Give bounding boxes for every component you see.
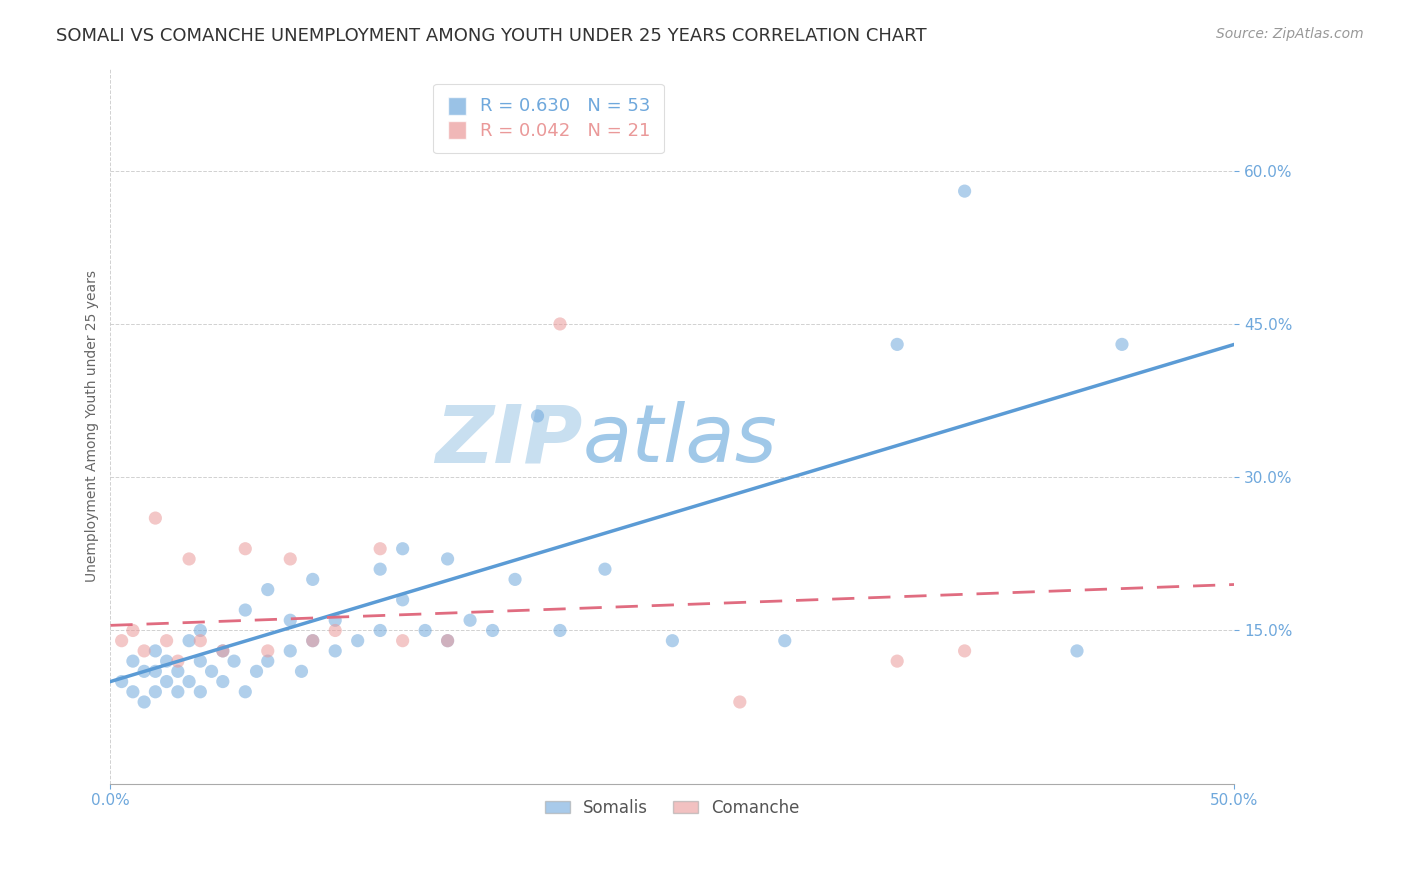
Text: ZIP: ZIP — [434, 401, 582, 479]
Legend: Somalis, Comanche: Somalis, Comanche — [537, 791, 808, 825]
Point — [278, 613, 301, 627]
Point — [256, 654, 278, 668]
Point — [593, 562, 616, 576]
Text: atlas: atlas — [582, 401, 778, 479]
Point — [111, 674, 134, 689]
Point — [301, 633, 323, 648]
Point — [222, 654, 245, 668]
Point — [155, 674, 177, 689]
Point — [245, 665, 267, 679]
Point — [1066, 644, 1088, 658]
Point — [773, 633, 796, 648]
Point — [391, 592, 413, 607]
Point — [145, 685, 167, 699]
Point — [391, 541, 413, 556]
Point — [436, 633, 458, 648]
Point — [886, 654, 908, 668]
Point — [256, 644, 278, 658]
Point — [155, 654, 177, 668]
Point — [458, 613, 481, 627]
Point — [134, 695, 156, 709]
Point — [233, 541, 256, 556]
Point — [323, 644, 346, 658]
Point — [233, 685, 256, 699]
Point — [200, 665, 222, 679]
Point — [166, 654, 188, 668]
Point — [211, 644, 233, 658]
Point — [122, 654, 145, 668]
Y-axis label: Unemployment Among Youth under 25 years: Unemployment Among Youth under 25 years — [86, 270, 100, 582]
Point — [278, 644, 301, 658]
Point — [346, 633, 368, 648]
Point — [122, 624, 145, 638]
Point — [290, 665, 312, 679]
Point — [301, 633, 323, 648]
Point — [188, 685, 211, 699]
Point — [728, 695, 751, 709]
Point — [548, 624, 571, 638]
Text: Source: ZipAtlas.com: Source: ZipAtlas.com — [1216, 27, 1364, 41]
Point — [134, 644, 156, 658]
Point — [301, 573, 323, 587]
Point — [177, 552, 200, 566]
Point — [256, 582, 278, 597]
Point — [278, 552, 301, 566]
Point — [323, 613, 346, 627]
Point — [1111, 337, 1133, 351]
Point — [526, 409, 548, 423]
Point — [233, 603, 256, 617]
Point — [134, 665, 156, 679]
Point — [953, 644, 976, 658]
Point — [188, 654, 211, 668]
Point — [481, 624, 503, 638]
Point — [548, 317, 571, 331]
Point — [166, 685, 188, 699]
Point — [368, 624, 391, 638]
Point — [188, 624, 211, 638]
Point — [145, 644, 167, 658]
Point — [177, 674, 200, 689]
Point — [211, 644, 233, 658]
Point — [177, 633, 200, 648]
Point — [122, 685, 145, 699]
Point — [145, 665, 167, 679]
Point — [436, 633, 458, 648]
Point — [953, 184, 976, 198]
Point — [661, 633, 683, 648]
Point — [111, 633, 134, 648]
Point — [155, 633, 177, 648]
Point — [436, 552, 458, 566]
Point — [503, 573, 526, 587]
Point — [368, 562, 391, 576]
Text: SOMALI VS COMANCHE UNEMPLOYMENT AMONG YOUTH UNDER 25 YEARS CORRELATION CHART: SOMALI VS COMANCHE UNEMPLOYMENT AMONG YO… — [56, 27, 927, 45]
Point — [886, 337, 908, 351]
Point — [166, 665, 188, 679]
Point — [323, 624, 346, 638]
Point — [368, 541, 391, 556]
Point — [188, 633, 211, 648]
Point — [211, 674, 233, 689]
Point — [413, 624, 436, 638]
Point — [391, 633, 413, 648]
Point — [145, 511, 167, 525]
